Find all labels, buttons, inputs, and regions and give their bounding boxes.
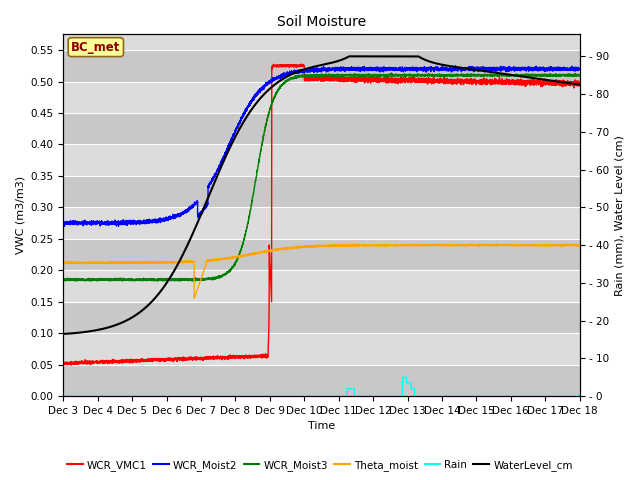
Bar — [63, 207, 580, 239]
Bar — [63, 144, 580, 176]
Bar — [63, 302, 580, 333]
Bar — [63, 239, 580, 270]
Bar — [63, 82, 580, 113]
Bar — [63, 50, 580, 82]
Legend: WCR_VMC1, WCR_Moist2, WCR_Moist3, Theta_moist, Rain, WaterLevel_cm: WCR_VMC1, WCR_Moist2, WCR_Moist3, Theta_… — [63, 456, 577, 475]
Bar — [63, 113, 580, 144]
Bar — [63, 176, 580, 207]
Bar — [63, 333, 580, 365]
X-axis label: Time: Time — [308, 421, 335, 432]
Bar — [63, 270, 580, 302]
Bar — [63, 365, 580, 396]
Text: BC_met: BC_met — [71, 41, 120, 54]
Y-axis label: Rain (mm), Water Level (cm): Rain (mm), Water Level (cm) — [615, 135, 625, 296]
Title: Soil Moisture: Soil Moisture — [277, 15, 366, 29]
Y-axis label: VWC (m3/m3): VWC (m3/m3) — [15, 176, 25, 254]
